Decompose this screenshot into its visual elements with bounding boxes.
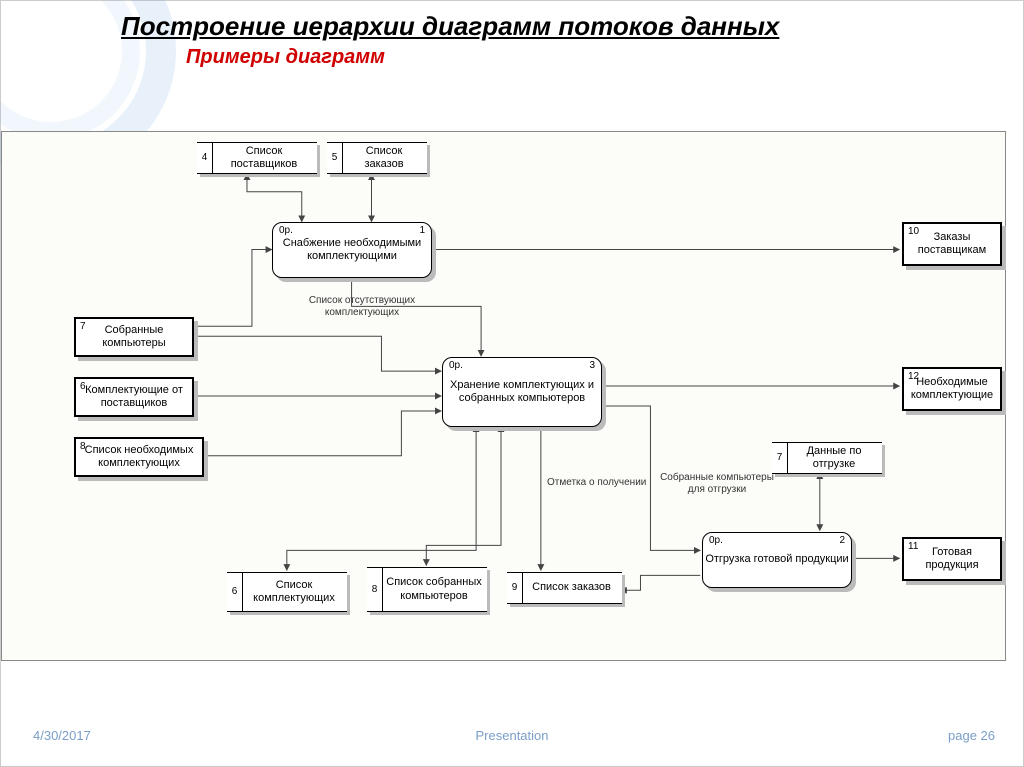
node-label: Список заказов bbox=[341, 143, 427, 173]
node-s4: 4Список поставщиков bbox=[197, 142, 317, 174]
node-id-left: 0р. bbox=[279, 225, 293, 237]
node-id: 6 bbox=[80, 381, 86, 393]
node-s6: 6Список комплектующих bbox=[227, 572, 347, 612]
node-p3: 0р. 3 Хранение комплектующих и собранных к… bbox=[442, 357, 602, 427]
node-p1: 0р. 1Снабжение необходимыми комплектующим… bbox=[272, 222, 432, 278]
node-id: 6 bbox=[227, 573, 243, 611]
node-id: 8 bbox=[80, 441, 86, 453]
node-s5: 5Список заказов bbox=[327, 142, 427, 174]
edge-label: Список отсутствующих комплектующих bbox=[302, 295, 422, 318]
node-id: 10 bbox=[908, 226, 919, 238]
node-label: Отгрузка готовой продукции bbox=[705, 553, 848, 566]
node-id: 7 bbox=[772, 443, 788, 473]
node-id-right: 3 bbox=[589, 360, 595, 372]
node-label: Данные по отгрузке bbox=[786, 443, 882, 473]
node-label: Список собранных компьютеров bbox=[381, 574, 487, 604]
node-id: 11 bbox=[908, 541, 918, 553]
edge bbox=[426, 426, 501, 565]
edge bbox=[287, 426, 476, 570]
node-e6: 6Комплектующие от поставщиков bbox=[74, 377, 194, 417]
node-label: Список комплектующих bbox=[241, 577, 347, 607]
edge bbox=[247, 174, 302, 222]
node-id: 8 bbox=[367, 568, 383, 611]
edge bbox=[621, 575, 701, 590]
slide-footer: 4/30/2017 Presentation page 26 bbox=[1, 728, 1023, 748]
diagram-container: Список отсутствующих комплектующих Отметк… bbox=[1, 131, 1006, 661]
node-id-left: 0р. bbox=[709, 535, 723, 547]
node-label: Снабжение необходимыми комплектующими bbox=[273, 237, 431, 263]
node-id-right: 1 bbox=[419, 225, 425, 237]
node-e8: 8Список необходимых комплектующих bbox=[74, 437, 204, 477]
node-e11: 11Готовая продукция bbox=[902, 537, 1002, 581]
node-e12: 12Необходимые комплектующие bbox=[902, 367, 1002, 411]
node-id-right: 2 bbox=[839, 535, 845, 547]
node-id: 5 bbox=[327, 143, 343, 173]
edge-label: Отметка о получении bbox=[547, 477, 646, 489]
node-p2: 0р. 2 Отгрузка готовой продукции bbox=[702, 532, 852, 588]
edge bbox=[194, 336, 441, 371]
node-label: Список заказов bbox=[528, 579, 615, 596]
node-label: Хранение комплектующих и собранных компь… bbox=[443, 379, 601, 405]
slide-subtitle: Примеры диаграмм bbox=[186, 46, 385, 69]
edge bbox=[204, 411, 441, 456]
slide: Построение иерархии диаграмм потоков дан… bbox=[0, 0, 1024, 767]
footer-date: 4/30/2017 bbox=[33, 728, 91, 743]
footer-presentation: Presentation bbox=[476, 728, 549, 743]
footer-page: page 26 bbox=[948, 728, 995, 743]
node-id: 12 bbox=[908, 371, 919, 383]
node-id-left: 0р. bbox=[449, 360, 463, 372]
node-e10: 10Заказы поставщикам bbox=[902, 222, 1002, 266]
node-label: Собранные компьютеры bbox=[76, 324, 192, 350]
node-s9: 9 Список заказов bbox=[507, 572, 622, 604]
node-label: Список необходимых комплектующих bbox=[76, 444, 202, 470]
node-label: Комплектующие от поставщиков bbox=[76, 384, 192, 410]
slide-title: Построение иерархии диаграмм потоков дан… bbox=[121, 11, 1013, 42]
node-id: 7 bbox=[80, 321, 86, 333]
node-s8: 8Список собранных компьютеров bbox=[367, 567, 487, 612]
edge-label: Собранные компьютеры для отгрузки bbox=[657, 472, 777, 495]
node-id: 9 bbox=[507, 573, 523, 603]
node-s7: 7Данные по отгрузке bbox=[772, 442, 882, 474]
node-label: Готовая продукция bbox=[904, 546, 1000, 572]
edge bbox=[194, 250, 272, 327]
node-e7: 7Собранные компьютеры bbox=[74, 317, 194, 357]
node-id: 4 bbox=[197, 143, 213, 173]
node-label: Список поставщиков bbox=[211, 143, 317, 173]
